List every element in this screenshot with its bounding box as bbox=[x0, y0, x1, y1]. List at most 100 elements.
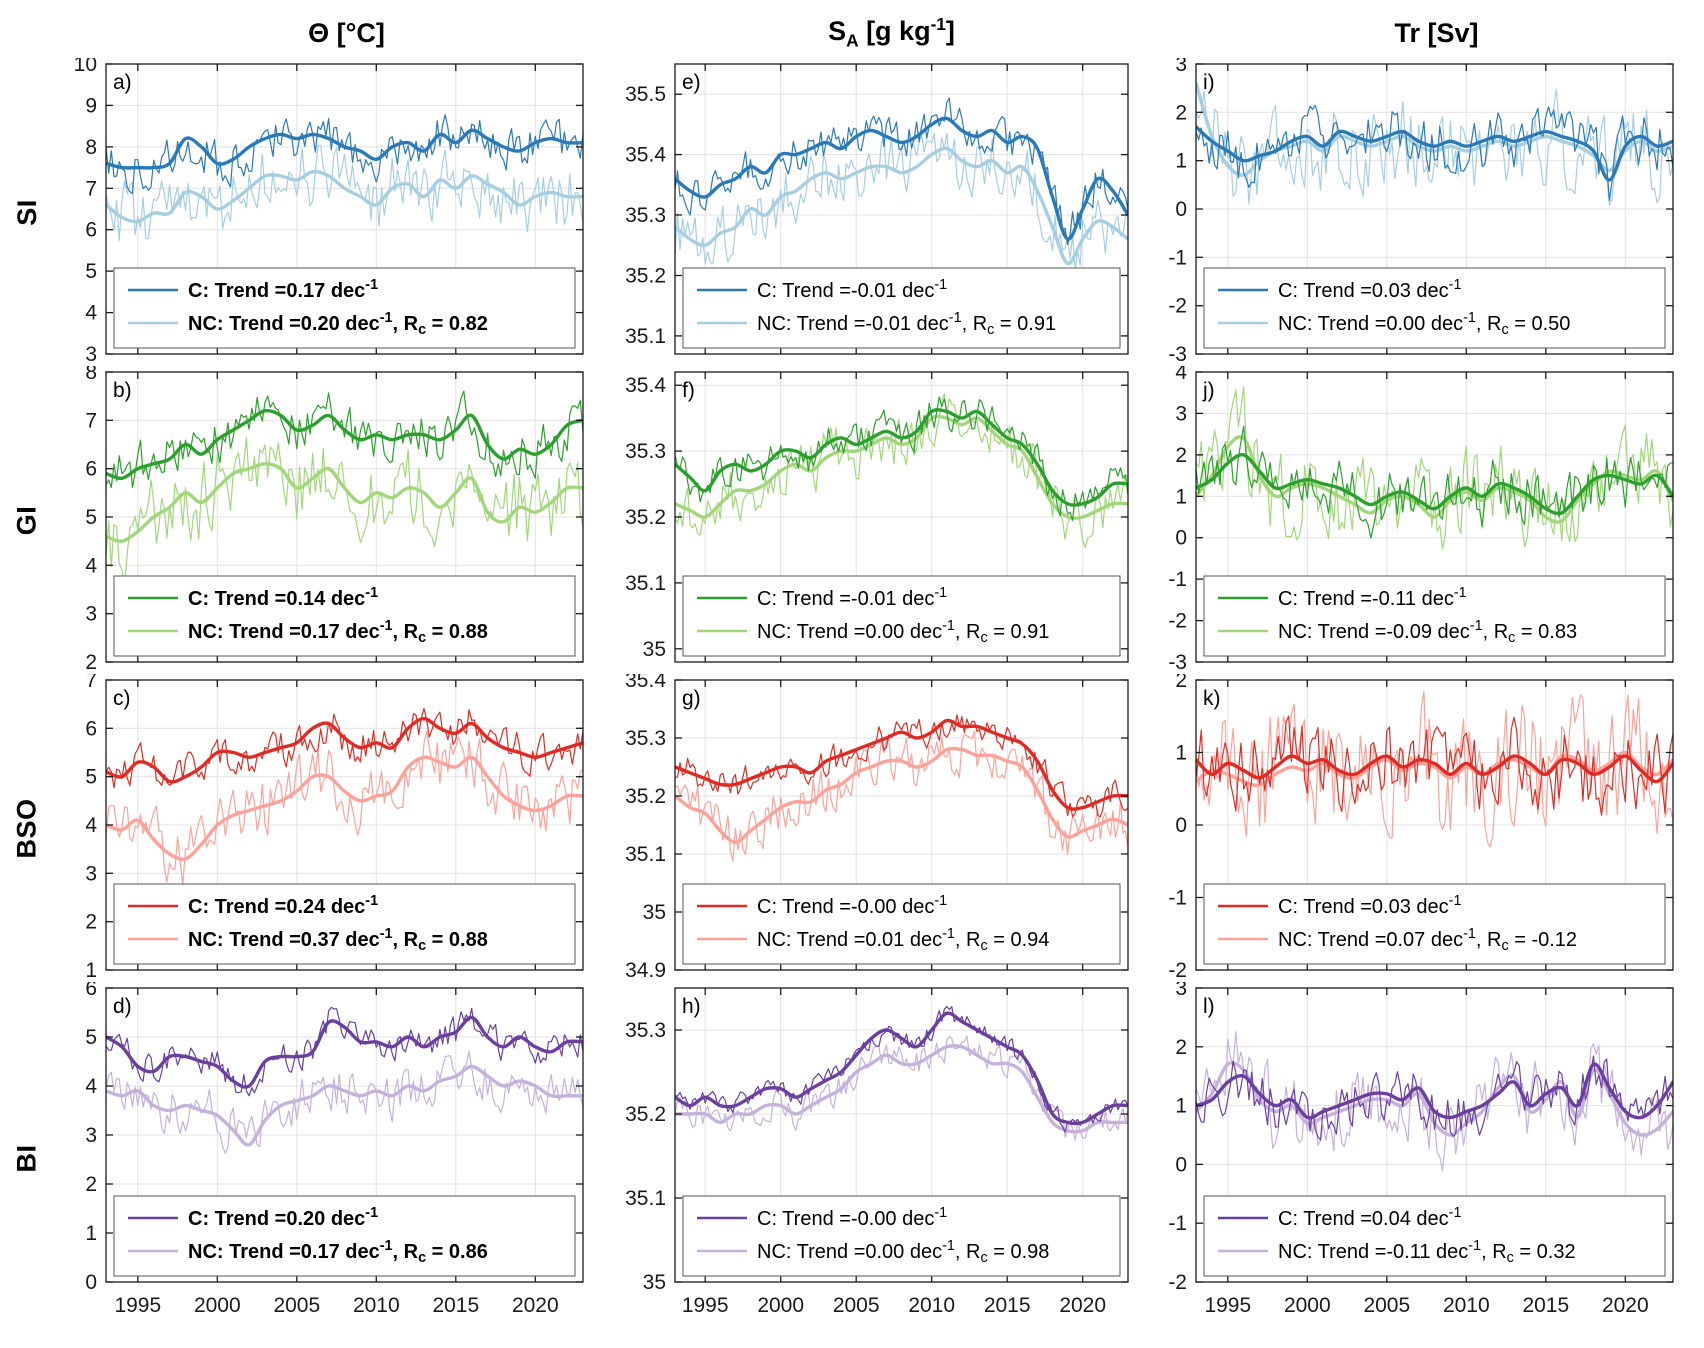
svg-text:-1: -1 bbox=[1168, 887, 1187, 910]
panel-cell-g: 34.9 35 35.1 35.2 35.3 35.4 g) C: Trend =-0.00 … bbox=[595, 669, 1140, 982]
svg-text:2: 2 bbox=[1175, 444, 1187, 467]
series-group-b bbox=[106, 390, 583, 586]
svg-text:35.4: 35.4 bbox=[625, 674, 666, 692]
panel-cell-k: -2 -1 0 1 2 k) C: Trend =0.03 dec-1 NC: Trend =… bbox=[1140, 669, 1685, 982]
nc-smoothed-line bbox=[106, 462, 583, 543]
nc-monthly-line bbox=[675, 1035, 1128, 1141]
panel-letter-a: a) bbox=[113, 71, 132, 94]
series-group-c bbox=[106, 707, 583, 887]
panel-letter-f: f) bbox=[682, 379, 695, 402]
nc-smoothed-line bbox=[675, 746, 1128, 845]
panel-cell-f: 35 35.1 35.2 35.3 35.4 f) C: Trend =-0.01 dec-… bbox=[595, 366, 1140, 674]
column-title-transport: Tr [Sv] bbox=[1394, 17, 1479, 48]
panel-letter-g: g) bbox=[682, 687, 701, 710]
legend-text: NC: Trend =0.17 dec-1, Rc = 0.86 bbox=[188, 1238, 488, 1266]
nc-monthly-line bbox=[106, 144, 583, 242]
legend-a: C: Trend =0.17 dec-1 NC: Trend =0.20 dec-… bbox=[113, 267, 576, 349]
svg-text:35: 35 bbox=[643, 1271, 666, 1294]
svg-text:1995: 1995 bbox=[682, 1294, 729, 1317]
svg-text:8: 8 bbox=[85, 366, 97, 384]
svg-text:35: 35 bbox=[643, 638, 666, 661]
legend-text: NC: Trend =0.20 dec-1, Rc = 0.82 bbox=[188, 310, 488, 338]
svg-text:2000: 2000 bbox=[1284, 1294, 1331, 1317]
c-smoothed-line bbox=[1196, 754, 1673, 784]
nc-smoothed-line bbox=[675, 1044, 1128, 1134]
c-smoothed-line bbox=[106, 408, 583, 481]
panel-letter-c: c) bbox=[113, 687, 131, 710]
panel-h-chart: 35 35.1 35.2 35.3 1995 2000 2005 2010 2015 2020 h)… bbox=[625, 987, 1129, 1317]
panel-letter-e: e) bbox=[682, 71, 701, 94]
svg-text:2: 2 bbox=[1175, 674, 1187, 692]
svg-text:0: 0 bbox=[1175, 1153, 1187, 1176]
panel-letter-j: j) bbox=[1202, 379, 1215, 402]
svg-text:2015: 2015 bbox=[1522, 1294, 1569, 1317]
svg-text:-3: -3 bbox=[1168, 343, 1187, 366]
svg-text:3: 3 bbox=[85, 1124, 97, 1147]
tick-labels: 0 1 2 3 4 5 6 1995 2000 2005 2010 2015 2020 bbox=[85, 977, 559, 1317]
panel-cell-l: -2 -1 0 1 2 3 1995 2000 2005 2010 2015 2020 l) C: Tre… bbox=[1140, 977, 1685, 1334]
tick-labels: 35.1 35.2 35.3 35.4 35.5 bbox=[625, 83, 666, 348]
c-monthly-line bbox=[1196, 715, 1673, 816]
svg-text:2015: 2015 bbox=[984, 1294, 1031, 1317]
panel-cell-j: -3 -2 -1 0 1 2 3 4 j) C: Trend =-0.11 dec-1 NC: Tr… bbox=[1140, 361, 1685, 674]
legend-text: C: Trend =0.14 dec-1 bbox=[188, 585, 378, 610]
svg-text:1: 1 bbox=[1175, 742, 1187, 765]
svg-text:6: 6 bbox=[85, 982, 97, 1000]
svg-text:2010: 2010 bbox=[1443, 1294, 1490, 1317]
svg-text:35.1: 35.1 bbox=[625, 1187, 666, 1210]
svg-text:2020: 2020 bbox=[512, 1294, 559, 1317]
svg-text:3: 3 bbox=[85, 343, 97, 366]
legend-c: C: Trend =0.24 dec-1 NC: Trend =0.37 dec-… bbox=[113, 883, 576, 965]
row-label-bi: BI bbox=[11, 1144, 42, 1172]
c-smoothed-line bbox=[1196, 452, 1673, 516]
legend-text: NC: Trend =0.07 dec-1, Rc = -0.12 bbox=[1278, 926, 1577, 954]
svg-text:-2: -2 bbox=[1168, 610, 1187, 633]
nc-smoothed-line bbox=[106, 169, 583, 224]
legend-i: C: Trend =0.03 dec-1 NC: Trend =0.00 dec-… bbox=[1203, 267, 1666, 349]
svg-text:4: 4 bbox=[85, 814, 97, 837]
tick-labels: 1 2 3 4 5 6 7 bbox=[85, 669, 97, 982]
svg-text:-3: -3 bbox=[1168, 651, 1187, 674]
svg-text:2: 2 bbox=[1175, 1036, 1187, 1059]
tick-labels: -2 -1 0 1 2 3 1995 2000 2005 2010 2015 2020 bbox=[1168, 977, 1648, 1317]
legend-b: C: Trend =0.14 dec-1 NC: Trend =0.17 dec-… bbox=[113, 575, 576, 657]
panel-g-chart: 34.9 35 35.1 35.2 35.3 35.4 g) C: Trend =-0.00 … bbox=[625, 669, 1129, 982]
nc-smoothed-line bbox=[1196, 750, 1673, 788]
svg-text:2020: 2020 bbox=[1059, 1294, 1106, 1317]
svg-text:2: 2 bbox=[85, 651, 97, 674]
tick-labels: 35 35.1 35.2 35.3 1995 2000 2005 2010 2015 2020 bbox=[625, 1019, 1106, 1317]
series-group-a bbox=[106, 114, 583, 242]
legend-text: C: Trend =0.20 dec-1 bbox=[188, 1205, 378, 1230]
svg-text:35.3: 35.3 bbox=[625, 204, 666, 227]
panel-b-chart: 2 3 4 5 6 7 8 b) C: Trend =0.14 dec-1 NC: Trend =… bbox=[85, 361, 584, 674]
svg-text:1995: 1995 bbox=[114, 1294, 161, 1317]
legend-text: NC: Trend =0.00 dec-1, Rc = 0.98 bbox=[757, 1238, 1049, 1266]
panel-c-chart: 1 2 3 4 5 6 7 c) C: Trend =0.24 dec-1 NC: Trend =… bbox=[85, 669, 584, 982]
panel-cell-a: 3 4 5 6 7 8 9 10 a) C: Trend =0.17 dec-1 NC: Trend… bbox=[50, 53, 595, 366]
svg-text:1: 1 bbox=[85, 1222, 97, 1245]
c-smoothed-line bbox=[106, 1015, 583, 1089]
svg-text:1: 1 bbox=[1175, 1095, 1187, 1118]
svg-text:5: 5 bbox=[85, 1026, 97, 1049]
series-group-g bbox=[675, 714, 1128, 862]
svg-text:6: 6 bbox=[85, 458, 97, 481]
c-monthly-line bbox=[106, 390, 583, 489]
legend-text: C: Trend =0.04 dec-1 bbox=[1278, 1205, 1461, 1230]
axes-box bbox=[674, 371, 1129, 663]
svg-text:6: 6 bbox=[85, 219, 97, 242]
c-monthly-line bbox=[106, 707, 583, 789]
axes-box bbox=[674, 987, 1129, 1283]
svg-text:34.9: 34.9 bbox=[625, 959, 666, 982]
legend-text: NC: Trend =-0.11 dec-1, Rc = 0.32 bbox=[1278, 1238, 1576, 1266]
legend-g: C: Trend =-0.00 dec-1 NC: Trend =0.01 dec… bbox=[682, 883, 1121, 965]
svg-text:35.5: 35.5 bbox=[625, 83, 666, 106]
nc-monthly-line bbox=[675, 393, 1128, 549]
svg-text:35.4: 35.4 bbox=[625, 144, 666, 167]
c-smoothed-line bbox=[675, 1011, 1128, 1126]
series-group-j bbox=[1196, 386, 1673, 550]
legend-text: NC: Trend =0.17 dec-1, Rc = 0.88 bbox=[188, 618, 488, 646]
panel-e-chart: 35.1 35.2 35.3 35.4 35.5 e) C: Trend =-0.01 de… bbox=[625, 63, 1129, 355]
svg-text:4: 4 bbox=[1175, 366, 1187, 384]
svg-text:6: 6 bbox=[85, 717, 97, 740]
svg-text:5: 5 bbox=[85, 260, 97, 283]
